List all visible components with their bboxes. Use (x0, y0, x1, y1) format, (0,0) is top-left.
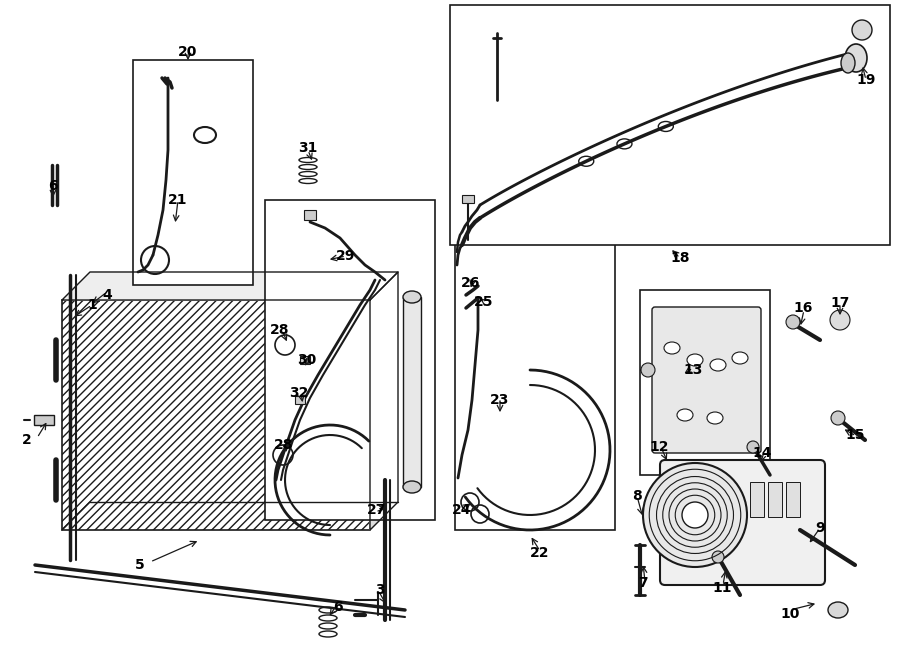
Bar (295, 396, 305, 404)
Bar (455, 220, 615, 530)
Text: 5: 5 (135, 558, 145, 572)
Text: 29: 29 (337, 249, 356, 263)
Ellipse shape (403, 481, 421, 493)
Text: 3: 3 (375, 583, 385, 597)
Circle shape (712, 551, 724, 563)
Text: 20: 20 (178, 45, 198, 59)
Text: 21: 21 (168, 193, 188, 207)
Ellipse shape (403, 291, 421, 303)
Text: 11: 11 (712, 581, 732, 595)
Text: 1: 1 (87, 298, 97, 312)
Text: 28: 28 (270, 323, 290, 337)
Circle shape (641, 363, 655, 377)
Text: 32: 32 (289, 386, 309, 400)
Ellipse shape (841, 53, 855, 73)
Text: 22: 22 (530, 546, 550, 560)
Text: 9: 9 (815, 521, 824, 535)
Text: 16: 16 (793, 301, 813, 315)
FancyBboxPatch shape (660, 460, 825, 585)
Ellipse shape (707, 412, 723, 424)
Text: 23: 23 (491, 393, 509, 407)
Text: 15: 15 (845, 428, 865, 442)
Ellipse shape (845, 44, 867, 72)
Text: 30: 30 (297, 353, 317, 367)
Text: 6: 6 (49, 179, 58, 193)
FancyBboxPatch shape (652, 307, 761, 453)
Text: 25: 25 (474, 295, 494, 309)
Ellipse shape (664, 342, 680, 354)
Circle shape (830, 310, 850, 330)
Text: 2: 2 (22, 433, 32, 447)
Bar (768, 482, 782, 517)
Text: 27: 27 (367, 503, 387, 517)
Ellipse shape (687, 354, 703, 366)
Circle shape (831, 411, 845, 425)
Text: 26: 26 (462, 276, 481, 290)
Polygon shape (370, 272, 398, 530)
Text: 6: 6 (333, 600, 343, 614)
Circle shape (786, 315, 800, 329)
Bar (750, 482, 764, 517)
Bar (304, 210, 316, 220)
Ellipse shape (732, 352, 748, 364)
Text: 10: 10 (780, 607, 800, 621)
Text: 4: 4 (102, 288, 112, 302)
Text: 31: 31 (298, 141, 318, 155)
Text: 14: 14 (752, 446, 772, 460)
Ellipse shape (828, 602, 848, 618)
Text: 28: 28 (274, 438, 293, 452)
Bar (62, 300, 370, 530)
Text: 12: 12 (649, 440, 669, 454)
Circle shape (747, 441, 759, 453)
Polygon shape (62, 272, 398, 300)
Text: 18: 18 (670, 251, 689, 265)
Text: 13: 13 (683, 363, 703, 377)
Bar (786, 482, 800, 517)
Circle shape (852, 20, 872, 40)
Bar (133, 60, 253, 285)
Bar (450, 5, 890, 245)
Ellipse shape (710, 359, 726, 371)
Text: 8: 8 (632, 489, 642, 503)
Bar (34, 415, 54, 425)
Bar (640, 290, 770, 475)
Bar (403, 297, 421, 487)
Text: 19: 19 (856, 73, 876, 87)
Text: 7: 7 (638, 576, 648, 590)
Bar (265, 200, 435, 520)
Bar (300, 356, 310, 364)
Circle shape (682, 502, 708, 528)
Text: 24: 24 (452, 503, 472, 517)
Text: 17: 17 (831, 296, 850, 310)
Bar (462, 195, 474, 203)
Circle shape (643, 463, 747, 567)
Ellipse shape (677, 409, 693, 421)
